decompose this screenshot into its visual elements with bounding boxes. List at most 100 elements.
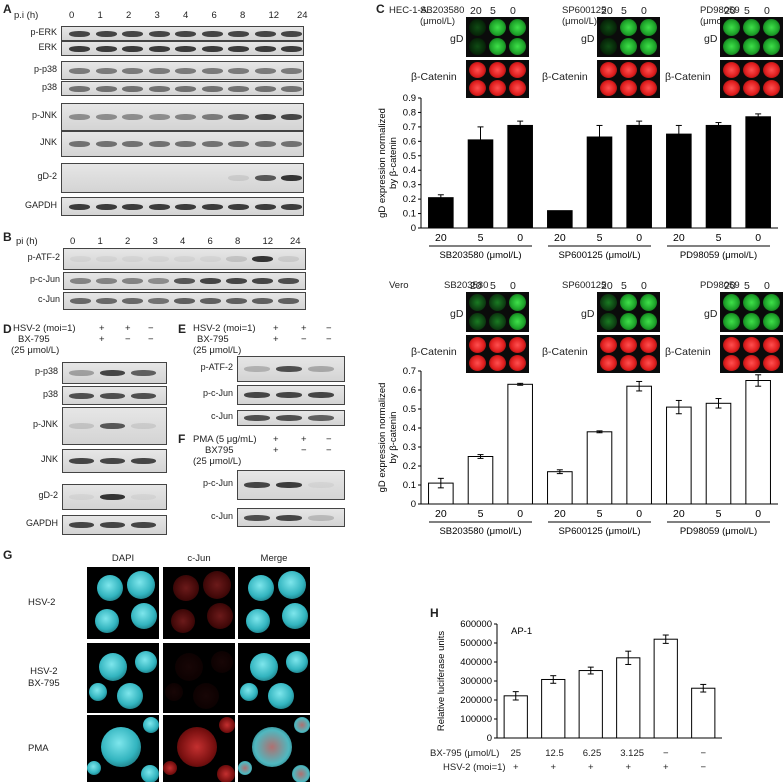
inhibitor-label: PD98059 [700,280,740,291]
band [228,141,249,147]
cell-line-label: Vero [389,280,409,291]
well [743,80,760,96]
band [244,366,270,372]
band [70,278,91,284]
dose-label: 0 [510,5,516,17]
blot-strip [61,81,304,96]
row-label: p-p38 [34,366,58,376]
y-axis-label: by β-catenin [388,412,399,464]
well [723,62,740,78]
bar [626,385,652,505]
band [95,203,117,210]
dose-label: 20 [724,280,736,292]
beta-catenin-well-image [597,335,660,373]
y-tick-label: 0 [411,499,416,510]
blot-strip [62,386,167,405]
nucleus [127,571,155,599]
y-tick-label: 600000 [460,619,492,630]
band [281,114,302,120]
y-axis-label: Relative luciferase units [436,631,447,732]
well [743,19,760,36]
band [308,514,334,521]
condition-sign: − [301,445,307,456]
well [640,19,657,36]
well [489,19,506,36]
row-label: p-JNK [31,110,57,120]
band [131,423,156,429]
band [201,30,223,37]
nucleus [217,765,235,782]
time-label: 0 [70,236,76,247]
time-label: 3 [154,10,160,21]
well [723,80,740,96]
condition-sign: − [326,434,332,445]
condition-sign: + [273,434,279,445]
panel-f-letter: F [178,432,186,446]
condition-value: 12.5 [545,748,564,759]
microscopy-tile [238,567,310,639]
beta-catenin-label: β-Catenin [411,71,457,83]
microscopy-tile [163,715,235,782]
band [201,67,223,74]
nucleus [175,653,203,681]
nucleus [203,571,231,599]
x-tick-label: 5 [716,508,722,520]
panel-d-cond-1: HSV-2 (moi=1) [13,323,76,334]
nucleus [95,609,119,633]
bar [626,124,652,229]
band [95,85,117,92]
blot-strip [237,356,345,382]
beta-catenin-label: β-Catenin [411,346,457,358]
blot-strip [62,407,167,445]
x-tick-label: 20 [554,232,566,244]
well [620,38,637,55]
dose-label: 5 [490,5,496,17]
gd-label: gD [581,33,595,45]
condition-value: + [550,762,557,773]
well [489,80,506,96]
row-label: p-ATF-2 [27,252,60,262]
band [174,278,195,284]
well [489,294,506,311]
nucleus [238,761,252,775]
band [131,370,156,376]
panel-c-letter: C [376,2,385,16]
panel-h-row1-label: BX-795 (μmol/L) [430,748,500,759]
band [254,114,276,120]
y-tick-label: 0.6 [403,385,416,396]
well [620,294,637,311]
nucleus [250,653,278,681]
band [69,45,90,52]
well [763,19,780,36]
well [489,38,506,55]
column-label: DAPI [111,553,135,564]
time-label: 6 [211,10,217,21]
band [69,67,90,74]
band [175,141,196,147]
dose-label: 20 [601,5,613,17]
row-label: p-JNK [32,419,58,429]
blot-strip [62,449,167,473]
bar [428,197,454,229]
well [509,337,526,353]
nucleus [294,717,310,733]
band [70,256,91,262]
bar [666,406,692,505]
band [254,30,276,37]
band [308,482,334,488]
time-label: 4 [183,10,189,21]
x-tick-label: 0 [517,508,523,520]
time-label: 0 [69,10,75,21]
row-label: c-Jun [210,510,233,521]
band [278,256,299,262]
time-label: 3 [152,236,158,247]
blot-strip [63,292,306,310]
condition-sign: + [99,323,105,334]
y-tick-label: 200000 [460,695,492,706]
beta-catenin-well-image [466,335,529,373]
condition-sign: + [273,445,279,456]
well [469,294,486,311]
bar [507,124,533,229]
condition-value: + [512,762,519,773]
dose-label: 20 [724,5,736,17]
